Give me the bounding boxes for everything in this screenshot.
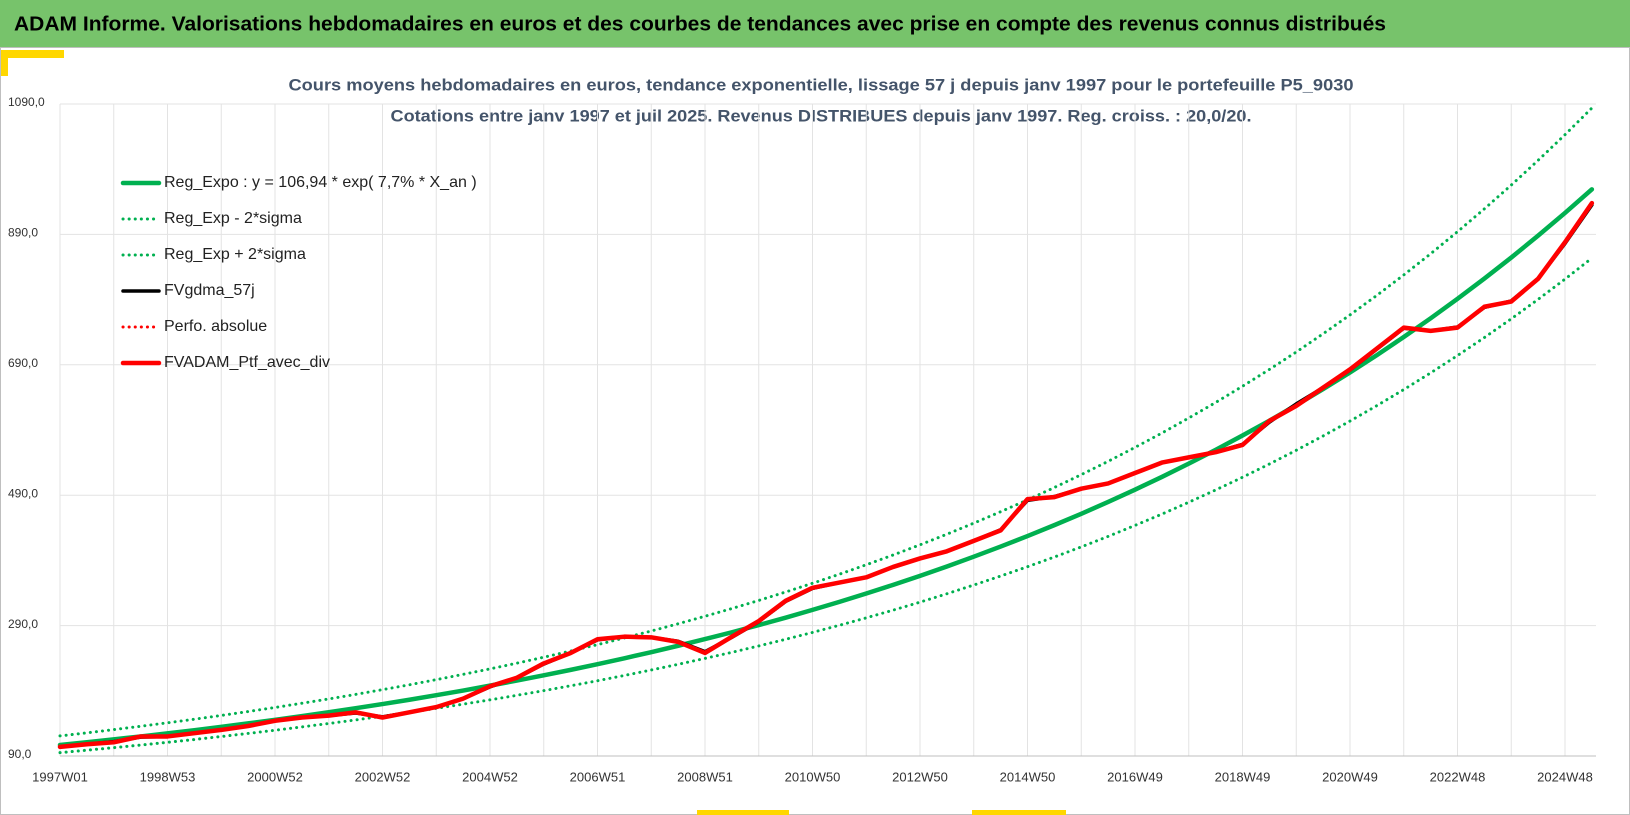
x-tick-label: 2020W49 bbox=[1322, 769, 1378, 784]
header-title: ADAM Informe. Valorisations hebdomadaire… bbox=[14, 13, 1386, 35]
accent bbox=[0, 50, 8, 76]
x-tick-label: 2010W50 bbox=[785, 769, 841, 784]
grid: 90,0 290,0 490,0 690,0 890,0 1090,0 1997W01 199… bbox=[8, 95, 1596, 784]
series-line bbox=[58, 203, 1594, 749]
legend-label: Perfo. absolue bbox=[164, 318, 267, 335]
series-line bbox=[57, 200, 1595, 750]
series-line bbox=[58, 256, 1594, 755]
legend-label: Reg_Exp + 2*sigma bbox=[164, 246, 306, 263]
chart-frame bbox=[0, 47, 1630, 815]
x-tick-label: 2002W52 bbox=[355, 769, 411, 784]
accent bbox=[0, 50, 64, 58]
x-tick-label: 1997W01 bbox=[32, 769, 88, 784]
accent bbox=[972, 810, 1066, 815]
y-tick-label: 90,0 bbox=[8, 747, 32, 761]
x-tick-label: 1998W53 bbox=[140, 769, 196, 784]
x-tick-label: 2018W49 bbox=[1215, 769, 1271, 784]
x-tick-label: 2012W50 bbox=[892, 769, 948, 784]
x-tick-label: 2008W51 bbox=[677, 769, 733, 784]
header-bar bbox=[0, 0, 1630, 47]
x-tick-label: 2006W51 bbox=[570, 769, 626, 784]
x-tick-label: 2016W49 bbox=[1107, 769, 1163, 784]
y-tick-label: 1090,0 bbox=[8, 95, 45, 109]
x-tick-label: 2024W48 bbox=[1537, 769, 1593, 784]
x-tick-label: 2022W48 bbox=[1430, 769, 1486, 784]
legend-label: Reg_Exp - 2*sigma bbox=[164, 210, 302, 227]
legend-label: FVADAM_Ptf_avec_div bbox=[164, 354, 330, 371]
y-tick-label: 690,0 bbox=[8, 356, 38, 370]
legend-label: Reg_Expo : y = 106,94 * exp( 7,7% * X_an… bbox=[164, 174, 477, 191]
accent bbox=[697, 810, 789, 815]
legend: Reg_Expo : y = 106,94 * exp( 7,7% * X_an… bbox=[120, 174, 477, 371]
legend-label: FVgdma_57j bbox=[164, 282, 255, 299]
series-line bbox=[58, 201, 1594, 749]
y-tick-label: 490,0 bbox=[8, 486, 38, 500]
series-line bbox=[57, 187, 1595, 748]
y-tick-label: 890,0 bbox=[8, 226, 38, 240]
x-tick-label: 2000W52 bbox=[247, 769, 303, 784]
chart-subtitle: Cotations entre janv 1997 et juil 2025. … bbox=[391, 106, 1252, 125]
chart-title: Cours moyens hebdomadaires en euros, ten… bbox=[289, 75, 1354, 94]
plot bbox=[57, 106, 1595, 755]
series-line bbox=[58, 106, 1594, 738]
x-tick-label: 2004W52 bbox=[462, 769, 518, 784]
y-tick-label: 290,0 bbox=[8, 617, 38, 631]
x-tick-label: 2014W50 bbox=[1000, 769, 1056, 784]
